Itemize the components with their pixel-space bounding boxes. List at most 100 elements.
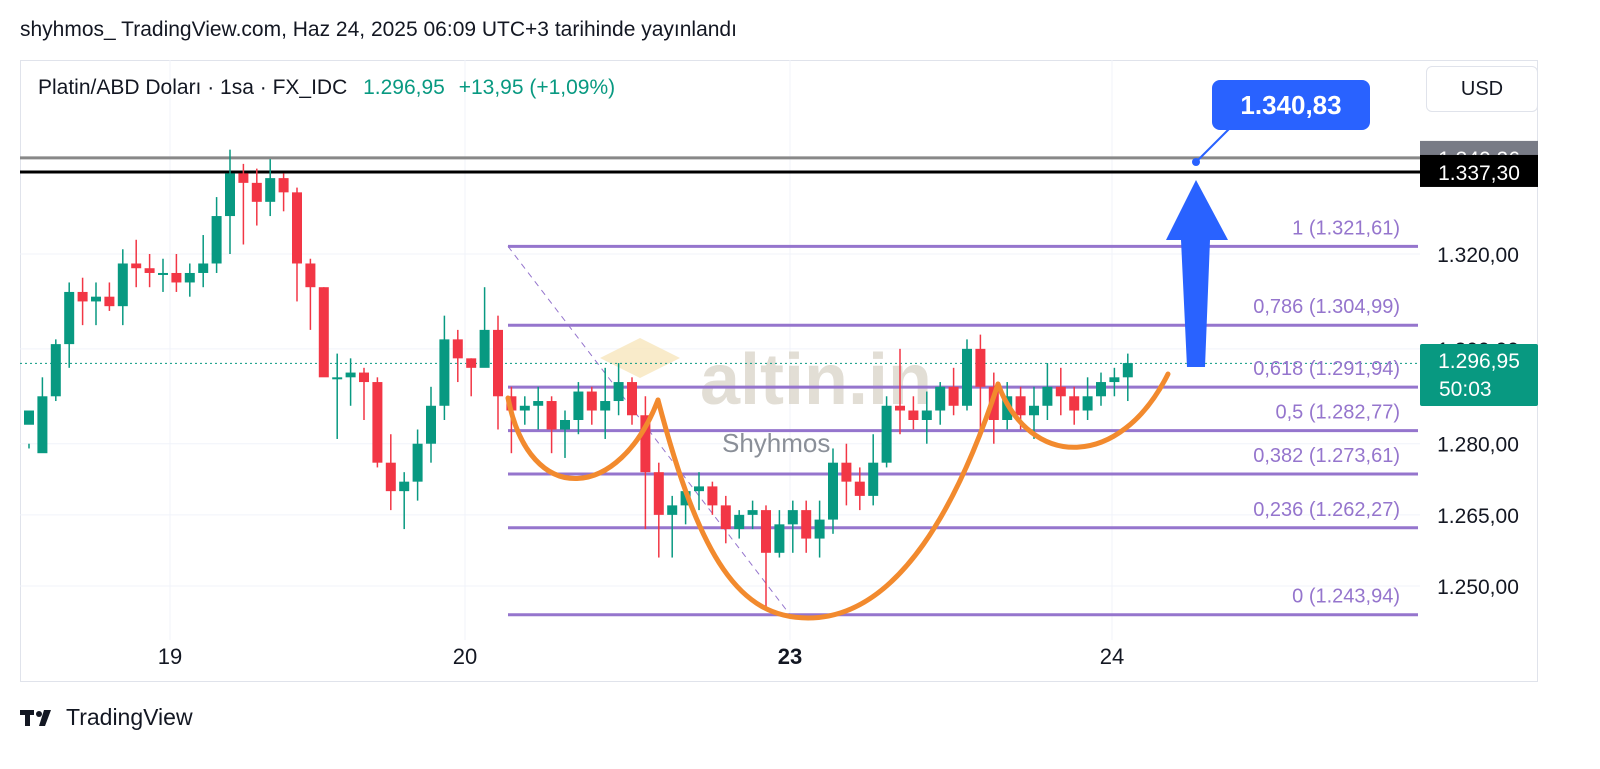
candle	[439, 315, 450, 420]
candle	[774, 510, 785, 558]
current-price-box	[1420, 344, 1538, 406]
target-arrow	[1166, 127, 1231, 367]
candle	[667, 495, 678, 558]
horizontal-lines	[20, 156, 1420, 364]
candle-body	[1042, 386, 1053, 406]
candle	[24, 410, 34, 449]
candle	[533, 386, 544, 430]
candle-body	[680, 491, 691, 506]
candle-body	[37, 396, 48, 454]
fib-level-label: 0,618 (1.291,94)	[1253, 358, 1400, 380]
candle-body	[560, 420, 570, 430]
target-callout: 1.340,83	[1212, 80, 1370, 130]
candle-body	[613, 382, 624, 402]
candle-body	[171, 272, 182, 283]
candle-body	[318, 287, 329, 378]
candle	[452, 329, 463, 383]
candle-body	[64, 291, 75, 345]
candle	[278, 173, 289, 212]
candle	[1096, 372, 1106, 406]
candle	[91, 282, 101, 326]
footer-brand[interactable]: TradingView	[20, 704, 193, 731]
candle	[37, 377, 48, 454]
candle-body	[91, 296, 101, 302]
candle-body	[292, 192, 302, 264]
candle	[975, 334, 986, 430]
candle	[868, 434, 879, 506]
watermark-author: Shyhmos	[722, 428, 830, 458]
candle-body	[238, 173, 249, 183]
currency-selector[interactable]: USD	[1426, 66, 1538, 112]
candle-body	[908, 410, 919, 420]
candle	[412, 429, 423, 501]
candle	[211, 197, 222, 273]
candle	[1082, 377, 1093, 420]
candle-body	[868, 462, 879, 496]
candle	[586, 386, 597, 425]
candle	[1055, 367, 1066, 416]
candle-body	[854, 481, 865, 496]
candle-body	[305, 263, 316, 288]
candle-body	[466, 358, 477, 368]
candle-body	[921, 410, 932, 420]
candle-body	[278, 178, 289, 193]
candle-body	[519, 405, 530, 411]
candle	[184, 263, 195, 297]
symbol-label: Platin/ABD Doları · 1sa · FX_IDC	[38, 76, 348, 99]
candle	[385, 434, 396, 511]
published-caption: shyhmos_ TradingView.com, Haz 24, 2025 0…	[20, 18, 737, 41]
candle	[50, 339, 61, 402]
candle	[841, 443, 852, 506]
candle-body	[439, 339, 450, 406]
y-tick-label: 1.250,00	[1437, 576, 1519, 599]
candle-body	[1096, 382, 1106, 397]
cup-handle-pattern	[505, 371, 1171, 621]
price-change: +13,95 (+1,09%)	[458, 76, 616, 99]
footer-brand-label: TradingView	[66, 704, 193, 730]
candle	[1109, 367, 1120, 397]
candle-body	[707, 486, 718, 506]
candle	[881, 396, 892, 468]
candle-body	[1015, 396, 1026, 416]
candles	[24, 149, 1133, 610]
candle-body	[787, 510, 798, 525]
callout-anchor	[1192, 158, 1200, 166]
x-axis: 19 20 23 24	[158, 644, 1124, 669]
candle	[104, 282, 115, 311]
target-arrow-icon	[1166, 180, 1228, 367]
candle	[801, 500, 812, 553]
candle-body	[694, 486, 704, 492]
fib-level-label: 0,5 (1.282,77)	[1275, 402, 1400, 424]
candle-body	[747, 510, 758, 515]
candle	[117, 249, 128, 326]
candle	[225, 149, 235, 254]
price-tag-label: 1.337,30	[1438, 162, 1520, 185]
candle	[332, 353, 343, 439]
candle-body	[359, 372, 369, 383]
candle	[720, 495, 731, 544]
candle-body	[1082, 396, 1093, 411]
candle-body	[667, 505, 678, 515]
candle	[399, 472, 410, 530]
candle	[466, 358, 477, 397]
candle-body	[385, 462, 396, 492]
candle-body	[479, 329, 490, 368]
candle-body	[600, 401, 611, 411]
candle	[64, 282, 75, 368]
x-tick-label: 20	[453, 644, 477, 669]
candle-body	[627, 382, 637, 416]
fib-level-label: 0,236 (1.262,27)	[1253, 499, 1400, 521]
candle	[707, 481, 718, 515]
candle-body	[841, 462, 852, 482]
candle-body	[117, 263, 128, 307]
candle-body	[1122, 363, 1133, 378]
x-tick-label: 24	[1100, 644, 1124, 669]
candle	[426, 386, 436, 463]
candle-body	[211, 216, 222, 264]
candle-body	[332, 377, 343, 380]
fibonacci-retracement: 1 (1.321,61) 0,786 (1.304,99) 0,618 (1.291…	[507, 217, 1418, 617]
candle	[144, 254, 155, 288]
candle	[640, 396, 651, 530]
candle	[265, 159, 276, 217]
